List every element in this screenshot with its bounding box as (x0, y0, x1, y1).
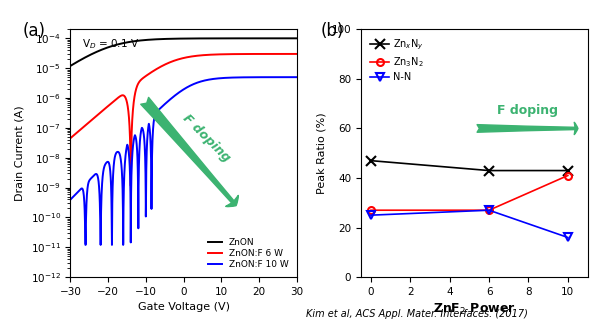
Zn$_x$N$_y$ (564, 169, 572, 172)
Text: F doping: F doping (180, 112, 233, 165)
X-axis label: ZnF$_2$ Power: ZnF$_2$ Power (433, 303, 516, 318)
Line: N-N: N-N (367, 206, 572, 242)
N-N (485, 208, 493, 212)
Zn$_x$N$_y$ (367, 159, 375, 163)
Text: V$_D$ = 0.1 V: V$_D$ = 0.1 V (82, 37, 139, 51)
Line: Zn$_3$N$_2$: Zn$_3$N$_2$ (367, 172, 571, 214)
Zn$_3$N$_2$ (485, 208, 493, 212)
Zn$_3$N$_2$ (564, 173, 572, 177)
X-axis label: Gate Voltage (V): Gate Voltage (V) (138, 303, 230, 312)
Y-axis label: Peak Ratio (%): Peak Ratio (%) (316, 112, 326, 194)
Legend: Zn$_x$N$_y$, Zn$_3$N$_2$, N-N: Zn$_x$N$_y$, Zn$_3$N$_2$, N-N (366, 34, 428, 86)
Text: (a): (a) (23, 22, 46, 40)
Y-axis label: Drain Current (A): Drain Current (A) (15, 105, 25, 201)
Line: Zn$_x$N$_y$: Zn$_x$N$_y$ (366, 156, 573, 175)
Text: F doping: F doping (497, 104, 558, 117)
N-N (367, 213, 375, 217)
Zn$_x$N$_y$ (485, 169, 493, 172)
Text: (b): (b) (320, 22, 344, 40)
Legend: ZnON, ZnON:F 6 W, ZnON:F 10 W: ZnON, ZnON:F 6 W, ZnON:F 10 W (204, 235, 293, 273)
N-N (564, 235, 572, 239)
Text: Kim et al, ACS Appl. Mater. Interfaces. (2017): Kim et al, ACS Appl. Mater. Interfaces. … (306, 309, 528, 319)
Zn$_3$N$_2$ (367, 208, 375, 212)
